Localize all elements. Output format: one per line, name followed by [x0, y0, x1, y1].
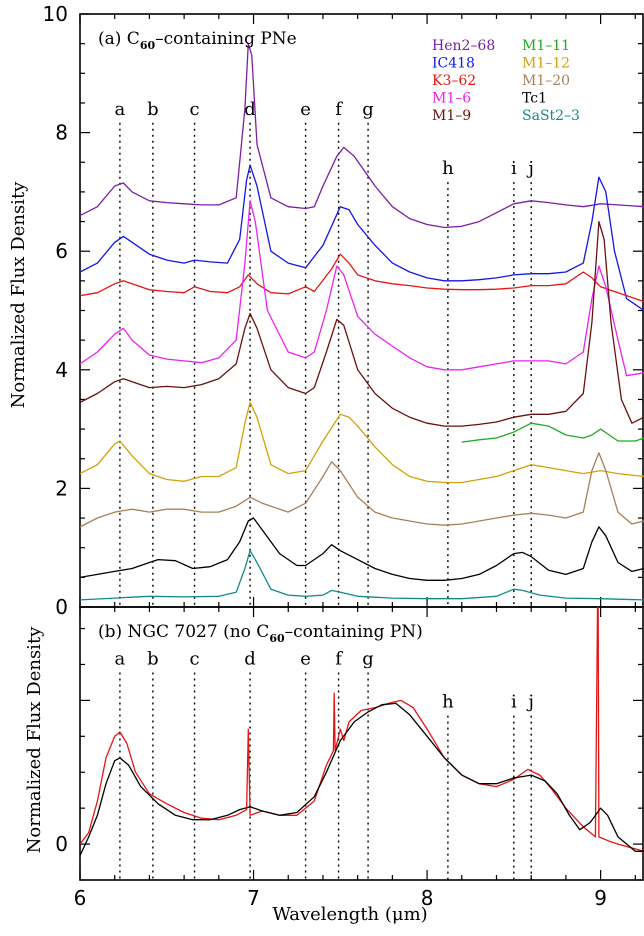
series-line-b-1 — [80, 702, 644, 856]
series-line-ic418 — [80, 164, 644, 312]
feature-label-c: c — [189, 648, 199, 669]
feature-label-e: e — [300, 648, 311, 669]
panel-title-a: (a) C60–containing PNe — [98, 29, 297, 52]
legend-entry-m1-20: M1–20 — [522, 73, 570, 89]
feature-label-b: b — [147, 99, 159, 120]
y-tick-label: 4 — [55, 358, 68, 382]
panel-title-subscript: 60 — [269, 632, 285, 645]
legend-entry-m1-11: M1–11 — [522, 38, 570, 54]
series-group-a — [80, 42, 644, 601]
panel-title-text: –containing PN) — [285, 622, 423, 642]
legend-entry-m1-6: M1–6 — [432, 91, 471, 107]
series-group-b — [80, 607, 644, 856]
legend-entry-m1-9: M1–9 — [432, 108, 471, 124]
legend-entry-k3-62: K3–62 — [432, 73, 476, 89]
x-tick-label: 7 — [247, 886, 260, 910]
panel-a-chart: 0 2 4 6 8 10 a b c d e f g h i j (a) C60–containing PNe — [43, 2, 644, 619]
y-tick-label: 8 — [55, 121, 68, 145]
series-line-tc1 — [80, 517, 644, 581]
feature-label-d: d — [244, 648, 256, 669]
feature-label-h: h — [442, 158, 454, 179]
y-axis-title-top: Normalized Flux Density — [8, 181, 29, 409]
panel-title-text: –containing PNe — [155, 29, 297, 49]
y-tick-label: 2 — [55, 476, 68, 500]
series-line-k3-62 — [80, 253, 644, 303]
legend-entry-sast2-3: SaSt2–3 — [522, 108, 580, 124]
series-line-b-0 — [80, 607, 644, 852]
legend: Hen2–68 M1–11 IC418 M1–12 K3–62 M1–20 M1–6 Tc1 M… — [432, 38, 580, 124]
series-line-sast2-3 — [80, 550, 644, 601]
x-axis-title: Wavelength (μm) — [272, 904, 427, 925]
panel-title-subscript: 60 — [140, 39, 156, 52]
legend-entry-ic418: IC418 — [432, 56, 475, 72]
y-tick-label: 6 — [55, 239, 68, 263]
panel-title-text: (a) C — [98, 29, 140, 49]
feature-label-f: f — [335, 648, 343, 669]
series-line-m1-12 — [80, 401, 644, 484]
series-line-m1-20 — [80, 452, 644, 528]
feature-label-c: c — [189, 99, 199, 120]
feature-label-e: e — [300, 99, 311, 120]
feature-label-j: j — [526, 692, 534, 713]
y-tick-label: 10 — [43, 2, 68, 26]
y-tick-label: 0 — [55, 832, 68, 856]
feature-label-d: d — [244, 99, 256, 120]
feature-label-b: b — [147, 648, 159, 669]
legend-entry-tc1: Tc1 — [522, 91, 547, 107]
feature-label-f: f — [335, 99, 343, 120]
series-line-m1-9 — [80, 220, 644, 427]
legend-entry-hen2-68: Hen2–68 — [432, 38, 495, 54]
feature-label-h: h — [442, 692, 454, 713]
y-axis-title-bottom: Normalized Flux Density — [24, 626, 45, 854]
feature-label-j: j — [526, 158, 534, 179]
feature-label-i: i — [511, 692, 517, 713]
plot-frame-b — [79, 606, 644, 881]
panel-title-text: (b) NGC 7027 (no C — [98, 622, 269, 642]
series-line-m1-6 — [80, 200, 644, 377]
panel-title-b: (b) NGC 7027 (no C60–containing PN) — [98, 622, 423, 645]
x-tick-label: 6 — [74, 886, 87, 910]
panel-b-chart: 0 6 7 8 9 a b c d e f g h i j (b) NGC 7027 (no C60–cont… — [55, 606, 644, 910]
series-line-m1-11 — [461, 422, 644, 443]
x-tick-label: 9 — [594, 886, 607, 910]
x-tick-label: 8 — [421, 886, 434, 910]
feature-label-a: a — [115, 648, 126, 669]
feature-label-g: g — [362, 648, 374, 669]
y-tick-label: 0 — [55, 595, 68, 619]
series-line-hen2-68 — [80, 42, 644, 229]
feature-label-a: a — [115, 99, 126, 120]
feature-label-i: i — [511, 158, 517, 179]
feature-label-g: g — [362, 99, 374, 120]
legend-entry-m1-12: M1–12 — [522, 56, 570, 72]
